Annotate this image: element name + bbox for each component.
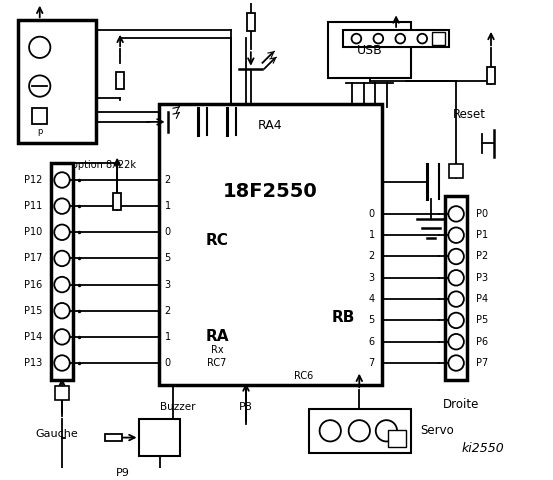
Text: P4: P4	[476, 294, 488, 304]
Circle shape	[448, 249, 464, 264]
Bar	[247, 13, 255, 31]
Text: Servo: Servo	[420, 424, 454, 437]
Text: RA4: RA4	[258, 119, 283, 132]
Text: P13: P13	[24, 358, 43, 368]
Bar	[113, 192, 121, 210]
Text: Buzzer: Buzzer	[160, 402, 196, 411]
Text: 1: 1	[165, 332, 171, 342]
Text: RA: RA	[205, 329, 229, 344]
Circle shape	[448, 291, 464, 307]
Text: 0: 0	[369, 209, 375, 219]
Text: 4: 4	[369, 294, 375, 304]
Circle shape	[348, 420, 370, 442]
Circle shape	[54, 172, 70, 188]
Circle shape	[54, 277, 70, 292]
Bar	[159, 105, 382, 385]
Text: 3: 3	[165, 279, 171, 289]
Text: 7: 7	[368, 358, 375, 368]
Text: P10: P10	[24, 228, 43, 237]
Circle shape	[54, 303, 70, 318]
Bar	[32, 108, 48, 124]
Text: 5: 5	[165, 253, 171, 264]
Bar	[328, 22, 411, 78]
Text: RC: RC	[206, 232, 228, 248]
Circle shape	[320, 420, 341, 442]
Circle shape	[448, 228, 464, 243]
Bar	[18, 20, 96, 143]
Text: 1: 1	[165, 201, 171, 211]
Bar	[309, 409, 411, 453]
Text: P17: P17	[24, 253, 43, 264]
Text: P12: P12	[24, 175, 43, 185]
Text: 2: 2	[165, 306, 171, 316]
Text: P15: P15	[24, 306, 43, 316]
Text: P0: P0	[476, 209, 488, 219]
Circle shape	[29, 36, 50, 58]
Circle shape	[448, 355, 464, 371]
Text: P5: P5	[476, 315, 488, 325]
Circle shape	[54, 225, 70, 240]
Circle shape	[375, 420, 397, 442]
Text: P6: P6	[476, 336, 488, 347]
Text: 0: 0	[165, 358, 171, 368]
Text: 2: 2	[165, 175, 171, 185]
Bar	[343, 30, 450, 48]
Circle shape	[352, 34, 361, 44]
Text: P1: P1	[476, 230, 488, 240]
Text: p: p	[37, 127, 43, 136]
Text: P3: P3	[476, 273, 488, 283]
Text: 3: 3	[369, 273, 375, 283]
Text: RB: RB	[331, 310, 354, 325]
Bar	[55, 386, 69, 400]
Bar	[51, 163, 72, 381]
Circle shape	[29, 75, 50, 96]
Bar	[139, 419, 180, 456]
Text: P8: P8	[239, 402, 253, 411]
Text: USB: USB	[357, 44, 382, 57]
Text: P7: P7	[476, 358, 488, 368]
Text: 1: 1	[369, 230, 375, 240]
Bar	[487, 67, 495, 84]
Bar	[432, 32, 446, 46]
Bar	[446, 196, 467, 381]
Text: 18F2550: 18F2550	[223, 182, 317, 201]
Bar	[116, 72, 124, 89]
Circle shape	[448, 312, 464, 328]
Circle shape	[448, 334, 464, 349]
Circle shape	[54, 329, 70, 345]
Text: P11: P11	[24, 201, 43, 211]
Circle shape	[54, 355, 70, 371]
Text: P9: P9	[116, 468, 130, 479]
Text: 2: 2	[368, 252, 375, 262]
Circle shape	[448, 206, 464, 222]
Bar	[388, 430, 406, 447]
Text: Droite: Droite	[443, 398, 479, 411]
Text: P2: P2	[476, 252, 488, 262]
Text: P16: P16	[24, 279, 43, 289]
Text: Gauche: Gauche	[36, 429, 79, 439]
Circle shape	[373, 34, 383, 44]
Text: RC6: RC6	[295, 371, 314, 381]
Bar	[105, 434, 122, 442]
Circle shape	[395, 34, 405, 44]
Circle shape	[418, 34, 427, 44]
Text: Rx
RC7: Rx RC7	[207, 345, 227, 368]
Circle shape	[448, 270, 464, 286]
Circle shape	[54, 198, 70, 214]
Text: 6: 6	[369, 336, 375, 347]
Bar	[450, 165, 463, 178]
Circle shape	[54, 251, 70, 266]
Text: 5: 5	[368, 315, 375, 325]
Text: Reset: Reset	[453, 108, 486, 120]
Text: P14: P14	[24, 332, 43, 342]
Text: ki2550: ki2550	[462, 442, 505, 455]
Text: option 8x22k: option 8x22k	[72, 160, 135, 170]
Text: 0: 0	[165, 228, 171, 237]
